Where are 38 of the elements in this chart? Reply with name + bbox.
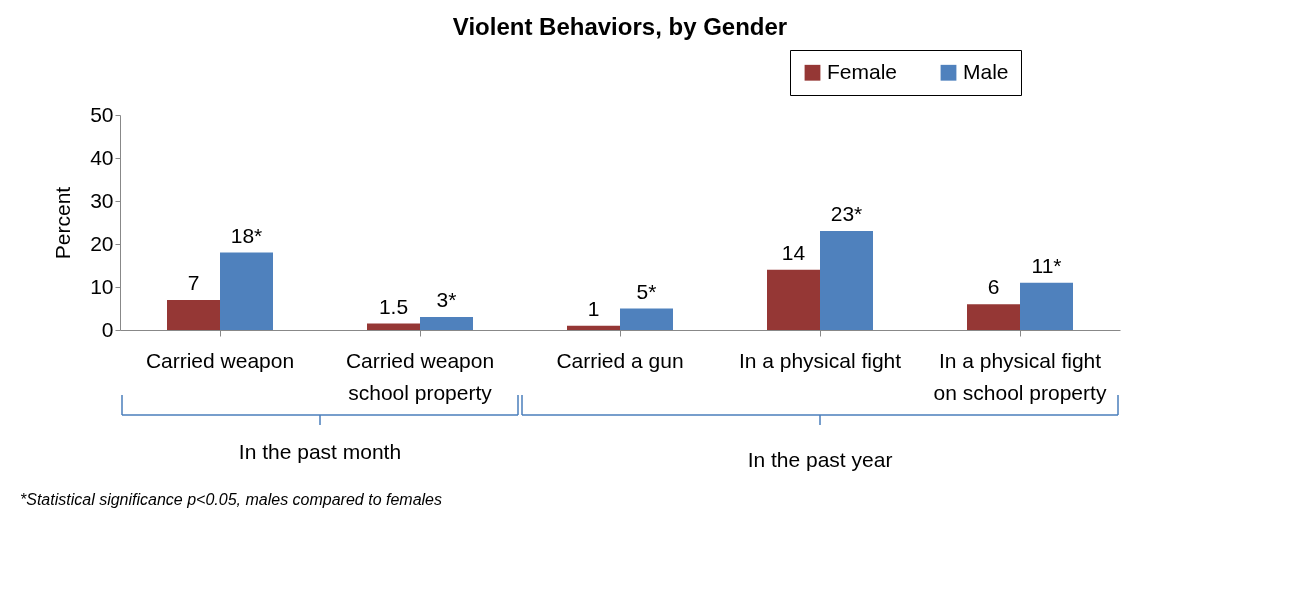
y-axis-title: Percent — [51, 186, 75, 260]
y-tick-label: 10 — [90, 274, 114, 298]
x-tick-label: In a physical fight — [738, 348, 902, 372]
data-label: 5* — [636, 279, 657, 303]
data-label: 1.5 — [378, 294, 409, 318]
data-label: 3* — [436, 288, 457, 312]
data-label: 1 — [587, 296, 600, 320]
legend-label: Male — [963, 59, 1009, 83]
x-tick-label: Carried weapon — [145, 348, 295, 372]
bar — [367, 323, 420, 330]
y-tick-label: 20 — [90, 231, 114, 255]
x-tick-label: Carried a gun — [556, 348, 684, 372]
x-tick-label: Carried weapon school property — [345, 348, 495, 404]
y-tick-label: 40 — [90, 145, 114, 169]
chart-title: Violent Behaviors, by Gender — [452, 12, 788, 40]
bar — [1020, 282, 1073, 330]
legend-label: Female — [827, 59, 898, 83]
y-tick-label: 0 — [101, 317, 114, 341]
bar — [167, 299, 220, 330]
y-tick-label: 50 — [90, 102, 114, 126]
data-label: 18* — [230, 223, 263, 247]
bar — [567, 325, 620, 330]
bar — [767, 269, 820, 330]
bar — [220, 252, 273, 330]
x-tick-label: In a physical fight on school property — [933, 348, 1107, 404]
bar — [420, 317, 473, 330]
data-label: 11* — [1031, 253, 1062, 277]
bar — [820, 231, 873, 330]
bar — [967, 304, 1020, 330]
text: *Statistical significance p<0.05, males compared to females — [20, 491, 442, 508]
bar — [620, 308, 673, 330]
y-tick-label: 30 — [90, 188, 114, 212]
text: In the past month — [238, 440, 402, 463]
data-label: 14 — [781, 240, 806, 264]
data-label: 23* — [830, 202, 863, 226]
data-label: 6 — [987, 275, 1000, 299]
data-label: 7 — [187, 270, 200, 294]
text: In the past year — [747, 448, 893, 471]
